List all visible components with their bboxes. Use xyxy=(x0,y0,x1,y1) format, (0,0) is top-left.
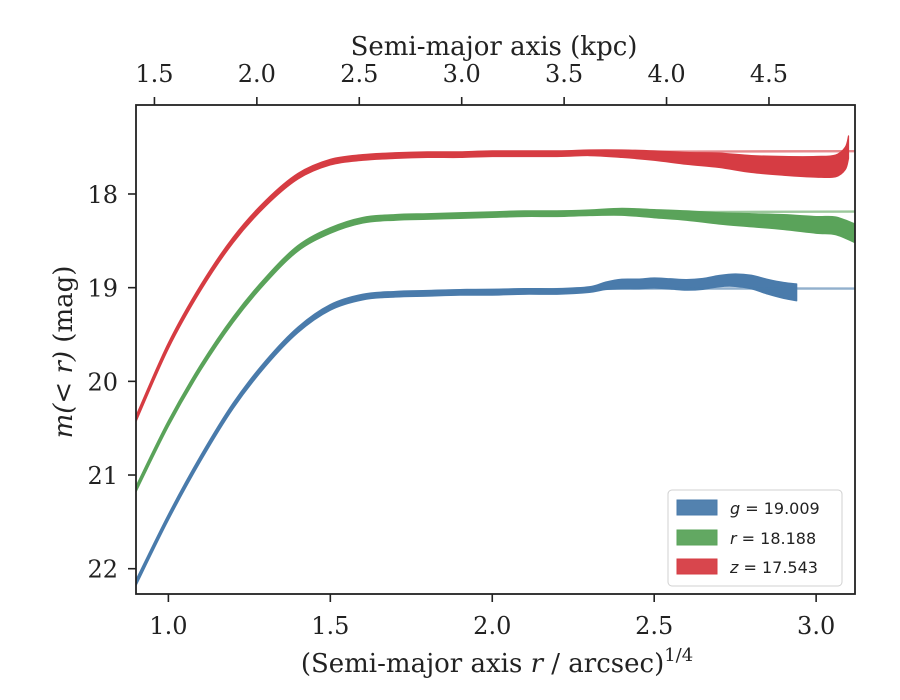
y-tick-label: 19 xyxy=(87,275,118,303)
top-axis-ticks: 1.5 2.0 2.5 3.0 3.5 4.0 4.5 xyxy=(135,60,788,105)
top-tick-label: 2.0 xyxy=(238,60,276,88)
y-tick-label: 20 xyxy=(87,368,118,396)
top-tick-label: 4.5 xyxy=(750,60,788,88)
top-tick-label: 3.5 xyxy=(545,60,583,88)
model-line-g xyxy=(136,287,855,584)
band-r xyxy=(136,207,855,493)
x-axis-label: (Semi-major axis r / arcsec)1/4 xyxy=(301,645,693,679)
legend-swatch-r xyxy=(676,529,718,546)
y-tick-label: 18 xyxy=(87,181,118,209)
legend-label-g: g = 19.009 xyxy=(730,499,820,518)
y-tick-label: 21 xyxy=(87,462,118,490)
legend: g = 19.009 r = 18.188 z = 17.543 xyxy=(667,489,843,587)
top-tick-label: 1.5 xyxy=(135,60,173,88)
legend-label-z: z = 17.543 xyxy=(729,558,818,577)
legend-entry-r: r = 18.188 xyxy=(676,529,816,548)
model-lines xyxy=(136,149,855,584)
band-z xyxy=(136,135,850,423)
x-axis-ticks: 1.0 1.5 2.0 2.5 3.0 xyxy=(149,594,835,640)
y-tick-label: 22 xyxy=(87,556,118,584)
plot-frame xyxy=(135,104,856,595)
legend-entry-z: z = 17.543 xyxy=(676,558,818,577)
top-tick-label: 4.0 xyxy=(647,60,685,88)
top-axis-label: Semi-major axis (kpc) xyxy=(351,32,638,62)
x-tick-label: 2.5 xyxy=(635,612,673,640)
y-axis-ticks: 18 19 20 21 22 xyxy=(87,181,136,584)
legend-swatch-g xyxy=(676,499,718,516)
legend-swatch-z xyxy=(676,558,718,575)
top-tick-label: 3.0 xyxy=(443,60,481,88)
legend-label-r: r = 18.188 xyxy=(730,529,816,548)
legend-entry-g: g = 19.009 xyxy=(676,499,820,518)
x-tick-label: 1.0 xyxy=(149,612,187,640)
model-line-z xyxy=(136,149,855,420)
x-tick-label: 1.5 xyxy=(311,612,349,640)
x-tick-label: 2.0 xyxy=(473,612,511,640)
top-tick-label: 2.5 xyxy=(340,60,378,88)
model-line-r xyxy=(136,210,855,490)
y-axis-label: m(< r) (mag) xyxy=(49,266,79,439)
x-tick-label: 3.0 xyxy=(797,612,835,640)
